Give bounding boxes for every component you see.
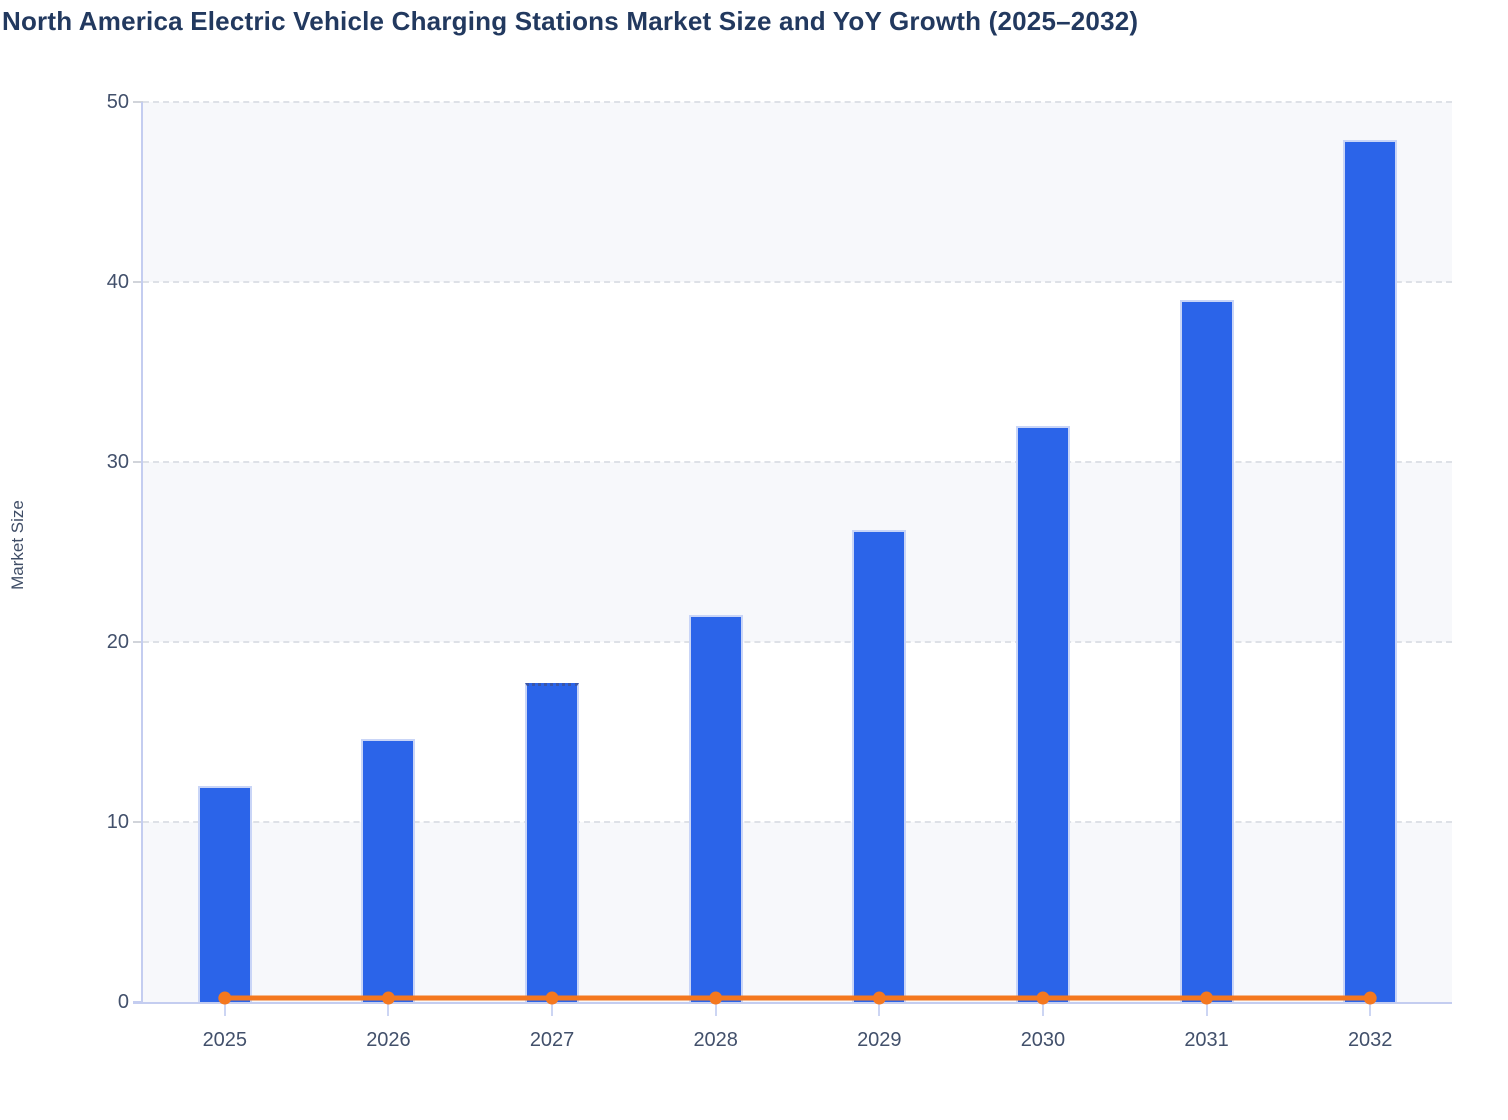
y-tick-label: 10	[106, 811, 129, 833]
x-axis-tick	[714, 1004, 717, 1016]
bar-2026	[361, 739, 416, 1002]
y-tick-label: 40	[106, 271, 129, 293]
gridline	[143, 281, 1452, 283]
y-tick-label: 20	[106, 631, 129, 653]
x-tick-label: 2027	[529, 1029, 575, 1051]
bar-2032	[1343, 139, 1398, 1002]
y-axis-tick	[133, 821, 143, 823]
x-axis-line	[133, 1002, 1452, 1004]
x-axis-tick	[878, 1004, 881, 1016]
x-axis-tick	[551, 1004, 554, 1016]
x-tick-label: 2026	[366, 1029, 411, 1051]
plot-band	[143, 102, 1452, 282]
y-axis-tick	[133, 461, 143, 463]
x-axis-tick	[1041, 1004, 1044, 1016]
x-axis-tick	[223, 1004, 226, 1016]
bar-2027	[525, 683, 580, 1002]
x-tick-label: 2030	[1020, 1029, 1066, 1051]
yoy-growth-marker-2029	[872, 991, 886, 1005]
gridline	[143, 101, 1452, 103]
y-tick-label: 50	[106, 91, 129, 113]
yoy-growth-line-layer	[218, 991, 1377, 1005]
y-tick-label: 30	[106, 451, 129, 473]
bar-2028	[688, 615, 743, 1002]
yoy-growth-marker-2031	[1200, 991, 1214, 1005]
y-tick-label: 0	[117, 991, 129, 1013]
x-axis-tick	[387, 1004, 390, 1016]
bar-2025	[197, 786, 252, 1002]
y-axis-line	[141, 102, 143, 1002]
plot-band	[143, 462, 1452, 642]
yoy-growth-marker-2025	[218, 991, 232, 1005]
yoy-growth-marker-2032	[1363, 991, 1377, 1005]
gridline	[143, 641, 1452, 643]
bar-2030	[1015, 426, 1070, 1002]
x-axis-tick	[1205, 1004, 1208, 1016]
yoy-growth-marker-2026	[381, 991, 395, 1005]
chart-title: North America Electric Vehicle Charging …	[2, 6, 1139, 36]
yoy-growth-marker-2027	[545, 991, 559, 1005]
x-tick-label: 2029	[857, 1029, 902, 1051]
x-tick-label: 2032	[1347, 1029, 1393, 1051]
gridline	[143, 821, 1452, 823]
gridline	[143, 461, 1452, 463]
yoy-growth-marker-2028	[709, 991, 723, 1005]
y-axis-tick	[133, 101, 143, 103]
x-tick-label: 2025	[202, 1029, 248, 1051]
x-tick-label: 2031	[1184, 1029, 1229, 1051]
plot-band	[143, 822, 1452, 1002]
bar-2031	[1179, 300, 1234, 1002]
y-axis-tick	[133, 281, 143, 283]
y-axis-tick	[133, 641, 143, 643]
x-tick-label: 2028	[693, 1029, 738, 1051]
x-axis-tick	[1369, 1004, 1372, 1016]
bar-2029	[852, 530, 907, 1002]
yoy-growth-marker-2030	[1036, 991, 1050, 1005]
